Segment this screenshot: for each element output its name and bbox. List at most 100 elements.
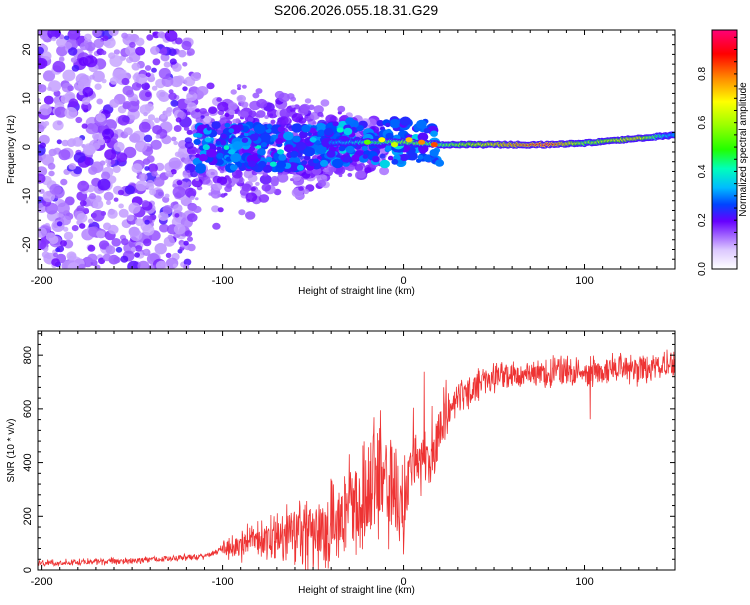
spectral-blob bbox=[173, 140, 179, 146]
spectral-blob bbox=[87, 253, 98, 263]
spectral-blob bbox=[105, 245, 116, 255]
spectral-blob bbox=[249, 133, 259, 141]
spectral-blob bbox=[125, 45, 136, 56]
spectral-blob bbox=[130, 229, 143, 242]
spectral-blob bbox=[157, 31, 166, 39]
spectral-blob bbox=[153, 177, 165, 187]
spectral-blob bbox=[154, 117, 160, 124]
spectral-blob bbox=[64, 42, 73, 49]
spectral-blob bbox=[60, 240, 67, 247]
spectral-blob bbox=[101, 78, 107, 84]
spectral-blob bbox=[159, 223, 169, 233]
spectral-blob bbox=[76, 213, 88, 223]
spectral-blob bbox=[302, 188, 310, 195]
spectral-blob bbox=[38, 134, 50, 145]
spectral-blob bbox=[88, 166, 98, 175]
spectral-blob bbox=[239, 188, 249, 196]
spectral-blob bbox=[217, 101, 229, 112]
spectral-blob bbox=[291, 123, 303, 133]
spectral-blob bbox=[43, 95, 54, 105]
spectral-blob bbox=[155, 134, 161, 139]
spectral-blob bbox=[127, 260, 140, 269]
spectral-blob bbox=[217, 207, 224, 213]
spectral-blob bbox=[313, 158, 319, 164]
spectral-blob bbox=[165, 252, 172, 258]
spectral-blob bbox=[188, 187, 194, 192]
spectral-blob bbox=[287, 93, 295, 100]
spectral-blob bbox=[245, 192, 258, 202]
spectral-blob bbox=[55, 247, 61, 253]
spectral-blob bbox=[189, 195, 195, 200]
spectral-blob bbox=[138, 173, 148, 182]
figure-title: S206.2026.055.18.31.G29 bbox=[274, 2, 438, 18]
spectral-blob bbox=[356, 170, 367, 179]
spectral-blob bbox=[61, 139, 69, 147]
spectral-blob bbox=[240, 101, 249, 108]
spectral-blob bbox=[376, 120, 385, 127]
spectral-blob bbox=[101, 50, 107, 55]
spectral-blob bbox=[64, 107, 78, 119]
spectral-blob bbox=[266, 123, 273, 129]
spectral-blob bbox=[227, 102, 238, 111]
spectral-blob bbox=[230, 152, 242, 163]
spectral-blob bbox=[122, 85, 134, 96]
spectral-blob bbox=[135, 218, 144, 227]
spectral-blob bbox=[228, 109, 236, 116]
spectral-blob bbox=[212, 222, 221, 230]
spectral-blob bbox=[304, 137, 312, 143]
spectral-blob bbox=[277, 173, 289, 183]
spectral-blob bbox=[267, 108, 279, 119]
spectral-blob bbox=[292, 174, 302, 182]
spectral-blob bbox=[258, 194, 270, 203]
spectral-blob bbox=[317, 179, 327, 188]
spectral-blob bbox=[278, 92, 290, 103]
spectrogram-blobs bbox=[38, 30, 675, 269]
spectral-peak bbox=[269, 161, 277, 167]
spectral-blob bbox=[235, 118, 240, 122]
colorbar-label: Normalized spectral amplitude bbox=[738, 82, 749, 217]
spectral-blob bbox=[84, 55, 98, 68]
spectral-blob bbox=[309, 127, 317, 134]
spectral-blob bbox=[148, 163, 158, 173]
spectral-blob bbox=[165, 170, 173, 177]
spectral-blob bbox=[123, 127, 133, 136]
spectral-blob bbox=[129, 133, 141, 143]
spectral-blob bbox=[273, 188, 282, 196]
spectral-blob bbox=[153, 189, 165, 199]
spectral-blob bbox=[73, 152, 86, 163]
y-tick-label: 400 bbox=[22, 453, 34, 471]
spectral-blob bbox=[128, 202, 141, 214]
spectral-blob bbox=[142, 224, 155, 236]
spectral-blob bbox=[95, 113, 106, 123]
spectral-blob bbox=[71, 64, 80, 72]
spectral-blob bbox=[87, 244, 96, 252]
spectral-peak bbox=[405, 137, 413, 143]
spectral-blob bbox=[122, 101, 132, 109]
spectral-blob bbox=[82, 97, 91, 105]
spectral-blob bbox=[364, 167, 372, 174]
spectral-blob bbox=[39, 31, 50, 41]
spectral-blob bbox=[56, 120, 63, 126]
spectral-blob bbox=[79, 42, 89, 51]
spectral-blob bbox=[60, 178, 68, 186]
spectral-blob bbox=[145, 72, 151, 77]
spectral-blob bbox=[220, 133, 227, 139]
spectral-blob bbox=[151, 170, 158, 177]
spectral-blob bbox=[77, 180, 90, 192]
spectral-blob bbox=[362, 154, 369, 159]
spectral-blob bbox=[320, 159, 329, 167]
spectral-blob bbox=[164, 109, 172, 117]
spectral-blob bbox=[279, 108, 292, 119]
spectral-blob bbox=[317, 155, 322, 160]
spectral-blob bbox=[146, 155, 155, 163]
spectral-blob bbox=[259, 174, 272, 185]
spectral-blob bbox=[185, 187, 197, 198]
spectral-peak bbox=[336, 127, 344, 133]
spectral-blob bbox=[345, 117, 355, 125]
spectral-blob bbox=[48, 80, 62, 92]
spectral-blob bbox=[168, 157, 182, 169]
spectral-blob bbox=[129, 41, 136, 48]
spectral-blob bbox=[303, 146, 316, 157]
spectral-blob bbox=[68, 47, 78, 56]
spectral-blob bbox=[41, 154, 55, 166]
